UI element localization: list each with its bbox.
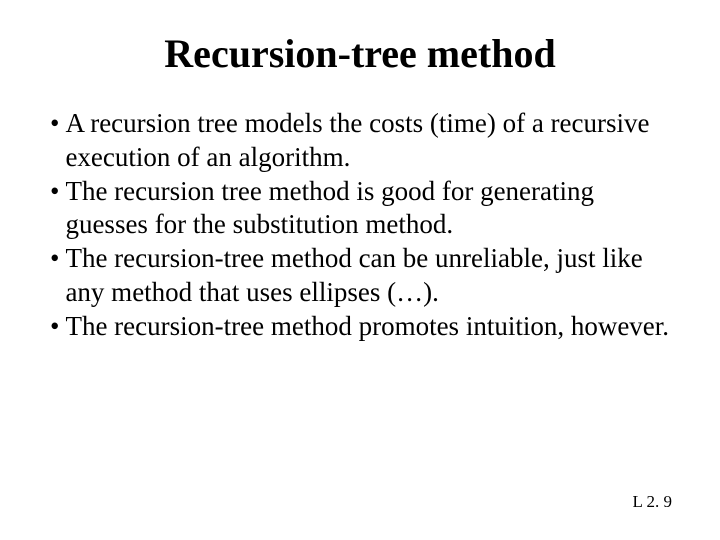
bullet-item: • The recursion-tree method promotes int… — [50, 310, 670, 344]
bullet-item: • The recursion-tree method can be unrel… — [50, 242, 670, 310]
bullet-list: • A recursion tree models the costs (tim… — [50, 107, 670, 343]
bullet-text: A recursion tree models the costs (time)… — [65, 107, 670, 175]
bullet-dot-icon: • — [50, 175, 59, 209]
bullet-dot-icon: • — [50, 107, 59, 141]
bullet-item: • The recursion tree method is good for … — [50, 175, 670, 243]
slide-title: Recursion-tree method — [40, 30, 680, 77]
bullet-text: The recursion-tree method can be unrelia… — [65, 242, 670, 310]
bullet-text: The recursion tree method is good for ge… — [65, 175, 670, 243]
bullet-item: • A recursion tree models the costs (tim… — [50, 107, 670, 175]
slide-number: L 2. 9 — [632, 492, 672, 512]
bullet-text: The recursion-tree method promotes intui… — [65, 310, 670, 344]
bullet-dot-icon: • — [50, 310, 59, 344]
slide: Recursion-tree method • A recursion tree… — [0, 0, 720, 540]
bullet-dot-icon: • — [50, 242, 59, 276]
